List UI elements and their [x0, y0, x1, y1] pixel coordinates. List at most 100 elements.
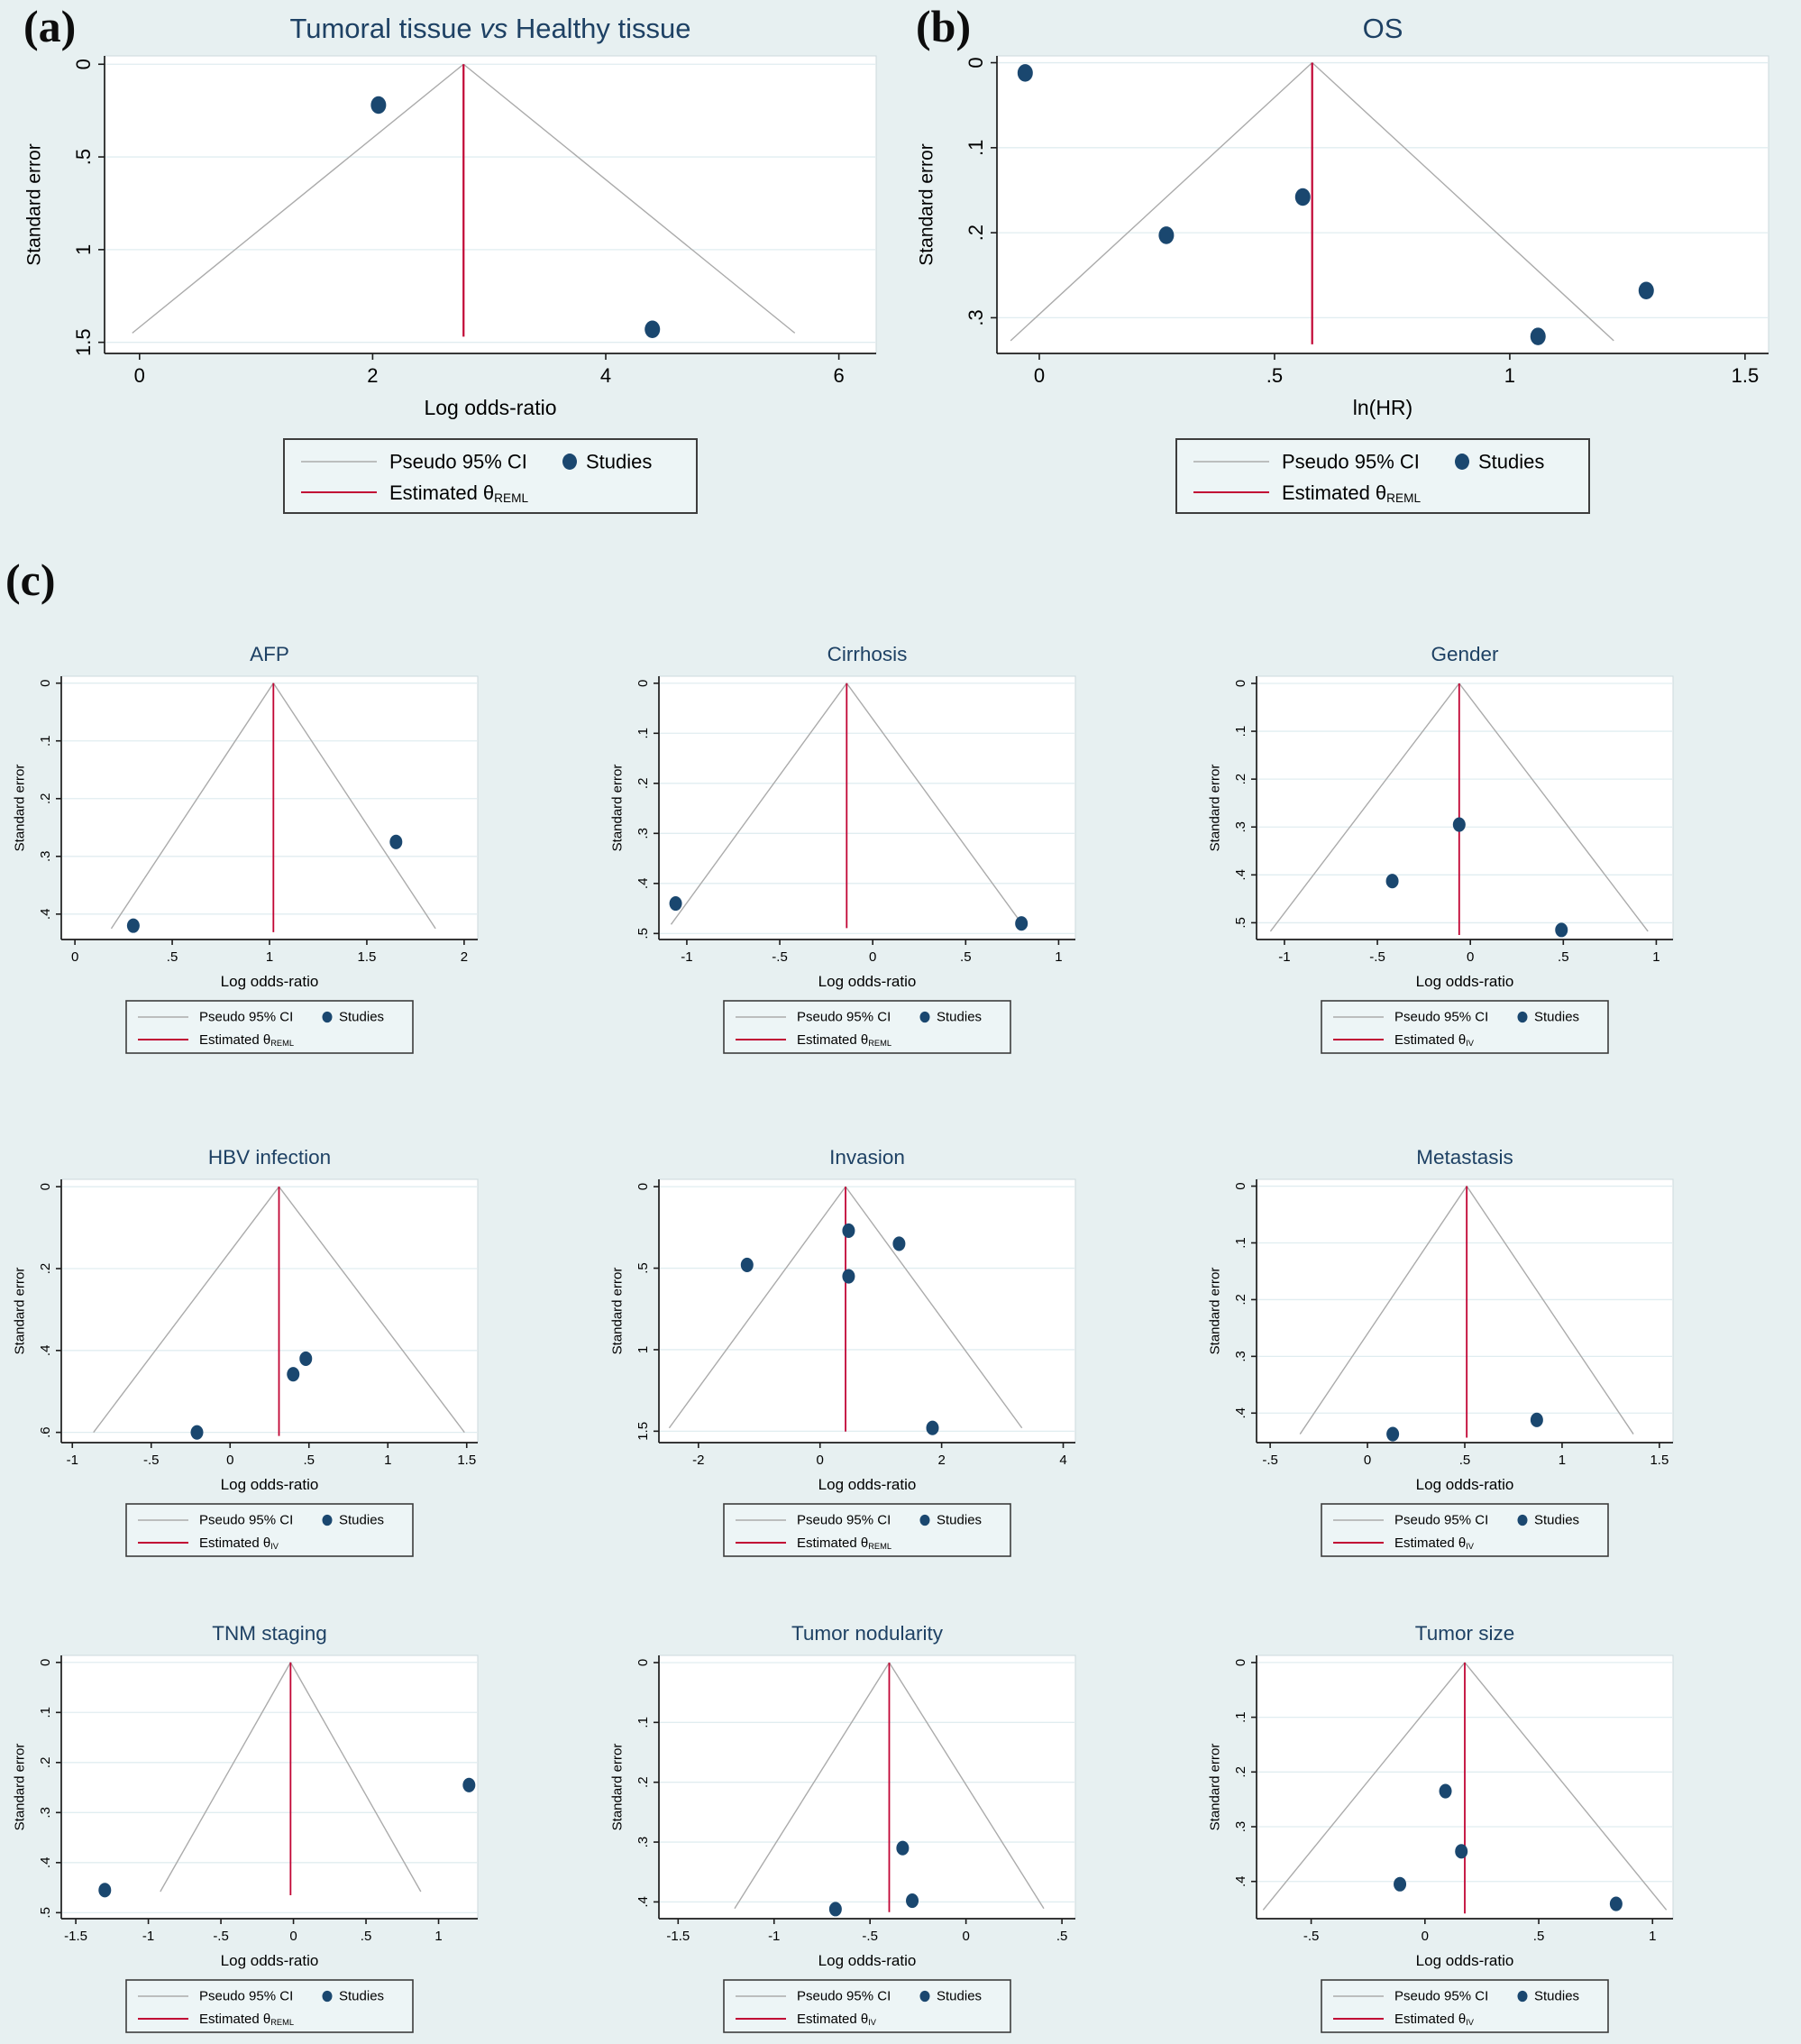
y-tick-label: 0	[72, 59, 95, 69]
y-tick-label: .3	[1233, 1351, 1248, 1362]
funnel-chart-tnm-staging: -1.5 -1 -.5 0 .5 1 0 .1 .2 .3 .4 .5 Standard error TN…	[7, 1610, 602, 2043]
legend-theta-subscript: IV	[868, 2018, 877, 2027]
y-tick-label: .4	[38, 1345, 53, 1357]
x-tick-label: 0	[1467, 949, 1474, 965]
x-tick-label: 2	[937, 1453, 945, 1468]
chart-title: Cirrhosis	[827, 643, 908, 665]
study-point	[896, 1840, 910, 1856]
study-point	[842, 1269, 855, 1284]
legend-studies-label: Studies	[339, 1010, 384, 1025]
legend-box	[125, 1979, 414, 2033]
legend-theta-text: Estimated θ	[1394, 1032, 1466, 1048]
x-tick-label: -.5	[1303, 1929, 1320, 1944]
legend: Pseudo 95% CI Studies Estimated θIV	[1321, 1979, 1609, 2033]
legend: Pseudo 95% CI Studies Estimated θIV	[125, 1503, 414, 1557]
study-point	[1385, 874, 1399, 889]
legend-theta-label: Estimated θREML	[797, 1535, 891, 1552]
study-point	[287, 1367, 300, 1382]
y-tick-label: .3	[635, 828, 651, 839]
pseudo-ci-line-right	[846, 683, 1023, 925]
legend-box	[125, 1503, 414, 1557]
y-tick-label: .4	[635, 878, 651, 890]
funnel-chart-tumor-size: -.5 0 .5 1 0 .1 .2 .3 .4 Standard error Tumor size…	[1202, 1610, 1797, 2043]
x-axis-label: Log odds-ratio	[818, 1476, 917, 1493]
legend-studies-dot	[919, 1514, 930, 1526]
legend-theta-subscript: REML	[270, 2018, 294, 2027]
x-tick-label: 6	[833, 364, 844, 387]
study-point	[1017, 64, 1033, 82]
y-tick-label: 0	[635, 1183, 651, 1190]
y-tick-label: .5	[1233, 917, 1248, 929]
x-tick-label: -1	[142, 1929, 154, 1944]
x-tick-label: .5	[1558, 949, 1569, 965]
x-tick-label: 1	[1055, 949, 1062, 965]
x-tick-label: -1.5	[666, 1929, 690, 1944]
x-tick-label: -1	[768, 1929, 780, 1944]
study-point	[906, 1893, 919, 1909]
funnel-plot-canvas: 0 .5 1 1.5 0 .1 .2 .3 Standard error OS ln(HR)	[917, 13, 1769, 419]
legend: Pseudo 95% CI Studies Estimated θREML	[125, 1979, 414, 2033]
y-tick-label: 0	[1233, 1659, 1248, 1666]
funnel-chart-gender: -1 -.5 0 .5 1 0 .1 .2 .3 .4 .5 Standard error Gender…	[1202, 631, 1797, 1064]
study-point	[1394, 1876, 1407, 1892]
study-point	[190, 1425, 204, 1440]
legend-theta-text: Estimated θ	[1394, 1535, 1466, 1551]
y-tick-label: .1	[635, 1717, 651, 1728]
x-tick-label: .5	[960, 949, 972, 965]
y-tick-label: .3	[38, 1807, 53, 1819]
legend-box	[723, 1503, 1011, 1557]
funnel-plot-canvas: -1.5 -1 -.5 0 .5 0 .1 .2 .3 .4 Standard error Tumor…	[610, 1622, 1076, 1969]
y-axis-label: Standard error	[917, 143, 937, 265]
y-tick-label: 1	[72, 244, 95, 255]
funnel-chart-cirrhosis: -1 -.5 0 .5 1 0 .1 .2 .3 .4 .5 Standard error Cirrho…	[605, 631, 1200, 1064]
legend-theta-subscript: IV	[1466, 1039, 1475, 1048]
chart-title-part: Tumoral tissue	[289, 13, 480, 44]
pseudo-ci-line-left	[1269, 683, 1460, 932]
pseudo-ci-line-right	[289, 1662, 422, 1893]
funnel-chart-tumor-nodularity: -1.5 -1 -.5 0 .5 0 .1 .2 .3 .4 Standard error Tumor…	[605, 1610, 1200, 2043]
y-axis-label: Standard error	[24, 143, 45, 265]
legend-ci-label: Pseudo 95% CI	[199, 1989, 293, 2004]
legend: Pseudo 95% CI Studies Estimated θREML	[723, 1503, 1011, 1557]
legend: Pseudo 95% CI Studies Estimated θIV	[1321, 1000, 1609, 1054]
x-tick-label: 1	[266, 949, 273, 965]
funnel-plot-canvas: -.5 0 .5 1 0 .1 .2 .3 .4 Standard error Tumor size…	[1208, 1622, 1674, 1969]
legend-studies-label: Studies	[1478, 451, 1544, 473]
chart-title: Metastasis	[1416, 1146, 1513, 1169]
chart-title: Tumor nodularity	[791, 1622, 944, 1645]
legend-theta-label: Estimated θIV	[199, 1535, 279, 1552]
study-point	[1530, 327, 1546, 345]
plot-area	[658, 1654, 1076, 1920]
pseudo-ci-line-right	[1464, 1662, 1668, 1911]
pseudo-ci-line-left	[93, 1186, 280, 1434]
legend-theta-label: Estimated θREML	[797, 1032, 891, 1049]
x-tick-label: 1	[1559, 1453, 1566, 1468]
legend-theta-label: Estimated θREML	[199, 1032, 294, 1049]
chart-title-part: Healthy tissue	[507, 13, 690, 44]
pseudo-ci-line-left	[734, 1662, 891, 1910]
funnel-chart-os: 0 .5 1 1.5 0 .1 .2 .3 Standard error OS ln(HR) Pseu…	[907, 0, 1786, 577]
plot-area	[996, 55, 1769, 354]
legend-theta-text: Estimated θ	[797, 2012, 868, 2027]
study-point	[892, 1236, 906, 1251]
y-tick-label: .3	[1233, 1821, 1248, 1833]
study-point	[389, 834, 403, 849]
study-point	[645, 320, 661, 339]
x-tick-label: 1.5	[358, 949, 377, 965]
plot-area	[658, 675, 1076, 940]
pseudo-ci-line-right	[888, 1662, 1045, 1910]
y-tick-label: .2	[38, 1757, 53, 1769]
y-tick-label: .1	[964, 140, 987, 156]
x-tick-label: 4	[600, 364, 611, 387]
plot-area	[1256, 1178, 1674, 1444]
legend-box	[723, 1979, 1011, 2033]
y-axis-label: Standard error	[1208, 1268, 1223, 1355]
legend-theta-text: Estimated θ	[389, 481, 494, 504]
legend-theta-subscript: IV	[270, 1542, 279, 1551]
y-tick-label: 0	[635, 680, 651, 687]
funnel-plot-canvas: -1 -.5 0 .5 1 0 .1 .2 .3 .4 .5 Standard error Cirrho…	[610, 643, 1076, 990]
legend-theta-subscript: IV	[1466, 2018, 1475, 2027]
y-tick-label: .5	[72, 149, 95, 165]
legend-theta-label: Estimated θIV	[797, 2012, 877, 2028]
